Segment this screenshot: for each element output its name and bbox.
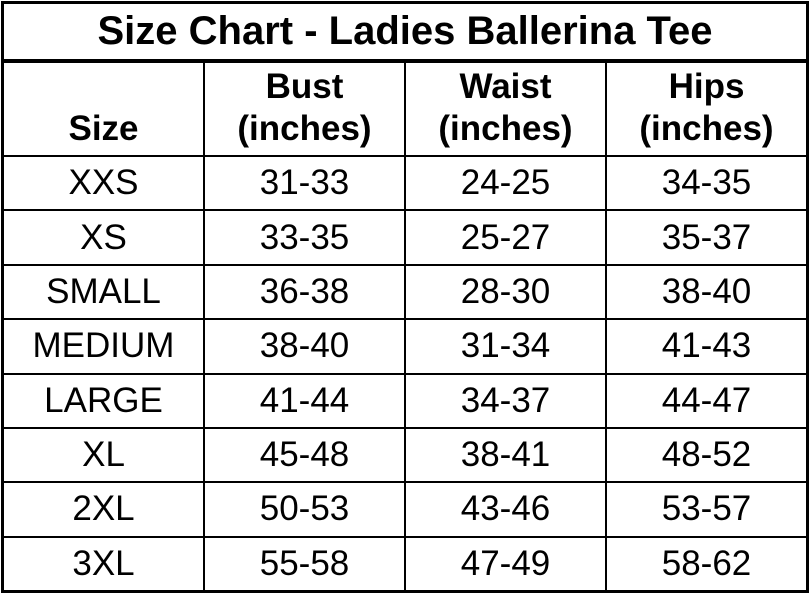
waist-value-cell: 28-30 — [404, 265, 605, 319]
table-row: XXS 31-33 24-25 34-35 — [4, 157, 806, 210]
waist-value-cell: 24-25 — [404, 157, 605, 210]
header-label: Size — [68, 109, 139, 148]
size-label-cell: XL — [82, 435, 125, 475]
table-row: XL 45-48 38-41 48-52 — [4, 426, 806, 482]
hips-value-cell: 44-47 — [605, 374, 806, 427]
size-label-cell: LARGE — [44, 380, 163, 420]
size-label-cell: 3XL — [72, 543, 135, 583]
size-label-cell: 2XL — [72, 489, 135, 529]
hips-value-cell: 41-43 — [605, 320, 806, 373]
waist-value-cell: 47-49 — [404, 537, 605, 590]
bust-value-cell: 50-53 — [203, 483, 404, 536]
bust-value-cell: 38-40 — [203, 320, 404, 373]
bust-value-cell: 33-35 — [203, 211, 404, 264]
header-label: Bust — [265, 67, 344, 106]
waist-value-cell: 25-27 — [404, 211, 605, 264]
table-row: LARGE 41-44 34-37 44-47 — [4, 372, 806, 427]
table-body: XXS 31-33 24-25 34-35 XS 33-35 25-27 35-37 SMALL… — [4, 157, 806, 590]
bust-value-cell: 31-33 — [203, 157, 404, 210]
hips-value-cell: 35-37 — [605, 211, 806, 264]
header-cell-hips: Hips (inches) — [605, 63, 806, 155]
header-unit-label: (inches) — [438, 109, 573, 148]
waist-value-cell: 31-34 — [404, 320, 605, 373]
header-cell-waist: Waist (inches) — [404, 63, 605, 155]
bust-value-cell: 41-44 — [203, 374, 404, 427]
header-unit-label: (inches) — [237, 109, 372, 148]
table-row: MEDIUM 38-40 31-34 41-43 — [4, 318, 806, 373]
hips-value-cell: 34-35 — [605, 157, 806, 210]
table-header-row: Size Bust (inches) Waist (inches) Hips (inches… — [4, 63, 806, 157]
header-cell-bust: Bust (inches) — [203, 63, 404, 155]
hips-value-cell: 38-40 — [605, 265, 806, 319]
header-unit-label: (inches) — [639, 109, 774, 148]
size-label-cell: MEDIUM — [32, 326, 175, 366]
hips-value-cell: 58-62 — [605, 537, 806, 590]
table-row: 3XL 55-58 47-49 58-62 — [4, 535, 806, 590]
size-label-cell: XS — [80, 217, 127, 257]
waist-value-cell: 34-37 — [404, 374, 605, 427]
table-row: SMALL 36-38 28-30 38-40 — [4, 263, 806, 319]
bust-value-cell: 55-58 — [203, 537, 404, 590]
waist-value-cell: 43-46 — [404, 483, 605, 536]
header-label: Hips — [668, 67, 745, 106]
waist-value-cell: 38-41 — [404, 428, 605, 482]
header-cell-size: Size — [4, 63, 203, 155]
table-row: 2XL 50-53 43-46 53-57 — [4, 481, 806, 536]
size-label-cell: SMALL — [46, 271, 161, 311]
hips-value-cell: 48-52 — [605, 428, 806, 482]
table-row: XS 33-35 25-27 35-37 — [4, 209, 806, 264]
hips-value-cell: 53-57 — [605, 483, 806, 536]
size-label-cell: XXS — [68, 163, 139, 203]
bust-value-cell: 45-48 — [203, 428, 404, 482]
chart-title: Size Chart - Ladies Ballerina Tee — [4, 4, 806, 63]
bust-value-cell: 36-38 — [203, 265, 404, 319]
header-label: Waist — [459, 67, 552, 106]
